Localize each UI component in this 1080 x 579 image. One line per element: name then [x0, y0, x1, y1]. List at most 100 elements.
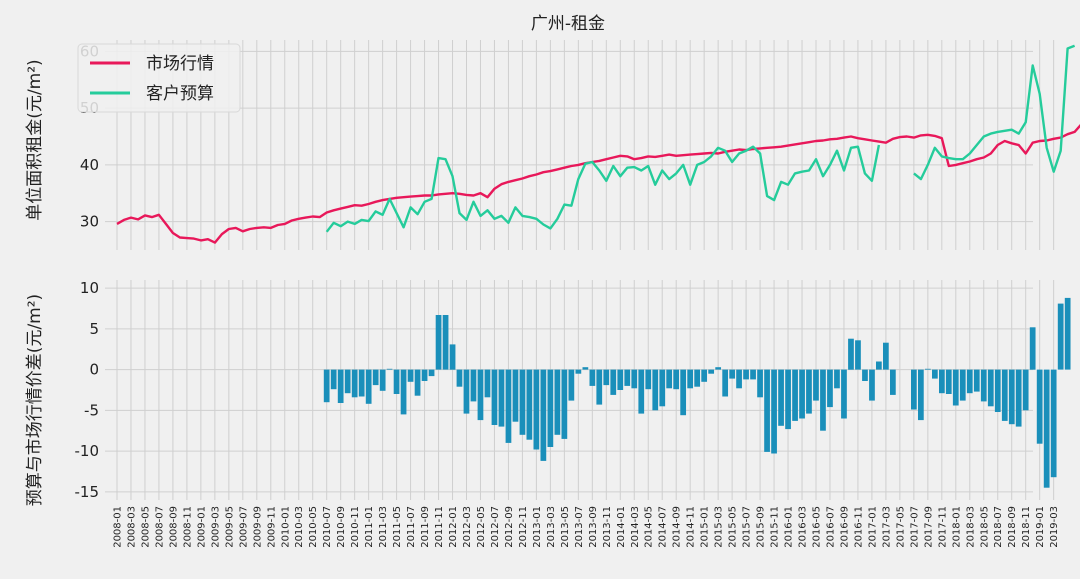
diff-bar — [932, 369, 938, 379]
diff-bar — [945, 369, 952, 394]
x-tick-label: 2010-09 — [336, 506, 347, 548]
x-tick-label: 2015-07 — [742, 506, 753, 548]
diff-bar — [869, 369, 875, 401]
diff-bar — [680, 369, 687, 416]
x-tick-label: 2012-11 — [518, 506, 529, 548]
bottom-bars — [323, 297, 1071, 488]
diff-bar — [561, 369, 568, 439]
diff-bar — [694, 369, 701, 387]
diff-bar — [883, 342, 889, 370]
x-tick-label: 2018-07 — [993, 506, 1004, 548]
legend-label-market: 市场行情 — [146, 54, 214, 74]
x-tick-label: 2017-07 — [909, 506, 920, 548]
diff-bar — [330, 369, 337, 390]
diff-bar — [617, 369, 624, 390]
x-tick-label: 2014-03 — [630, 506, 641, 548]
diff-bar — [393, 369, 400, 394]
x-tick-label: 2008-11 — [182, 506, 193, 548]
x-tick-label: 2017-11 — [937, 506, 948, 548]
x-tick-label: 2018-05 — [979, 506, 990, 548]
diff-bar — [925, 368, 931, 370]
top-y-tick-label: 30 — [80, 213, 99, 231]
x-tick-label: 2008-09 — [168, 506, 179, 548]
top-y-tick-label: 40 — [80, 156, 99, 174]
market-rent-line — [116, 123, 1080, 244]
x-tick-label: 2010-05 — [308, 506, 319, 548]
diff-bar — [386, 368, 393, 370]
diff-bar — [973, 369, 980, 392]
diff-bar — [358, 369, 365, 397]
top-line-chart: 30405060 广州-租金 单位面积租金(元/m²) 市场行情 客户预算 — [25, 14, 1080, 250]
x-tick-label: 2010-07 — [322, 506, 333, 548]
diff-bar — [799, 369, 805, 419]
diff-bar — [652, 369, 659, 411]
diff-bar — [456, 369, 463, 387]
bottom-y-tick-label: 0 — [89, 361, 99, 379]
x-tick-label: 2009-03 — [210, 506, 221, 548]
diff-bar — [470, 369, 477, 402]
diff-bar — [372, 369, 379, 386]
x-tick-label: 2016-01 — [784, 506, 795, 548]
x-tick-label: 2009-01 — [196, 506, 207, 548]
diff-bar — [987, 369, 994, 407]
bottom-y-tick-label: -15 — [75, 483, 100, 501]
diff-bar — [610, 369, 617, 395]
x-tick-label: 2011-09 — [420, 506, 431, 548]
diff-bar — [911, 369, 917, 410]
legend: 市场行情 客户预算 — [77, 43, 241, 113]
diff-bar — [959, 369, 966, 401]
x-tick-label: 2011-11 — [434, 506, 445, 548]
bottom-y-tick-label: -5 — [84, 401, 99, 419]
x-tick-label: 2018-11 — [1021, 506, 1032, 548]
x-tick-label: 2016-09 — [839, 506, 850, 548]
x-tick-label: 2016-07 — [825, 506, 836, 548]
diff-bar — [596, 369, 603, 405]
diff-bar — [1008, 369, 1015, 425]
diff-bar — [778, 369, 784, 426]
x-tick-label: 2008-07 — [154, 506, 165, 548]
diff-bar — [365, 369, 372, 404]
x-tick-label: 2013-01 — [532, 506, 543, 548]
x-tick-labels: 2008-01 2008-03 2008-05 2008-07 2008-09 2008-… — [113, 506, 1061, 548]
diff-bar — [568, 369, 575, 401]
bottom-y-tick-label: 5 — [89, 320, 99, 338]
diff-bar — [547, 369, 554, 447]
x-tick-label: 2019-01 — [1035, 506, 1046, 548]
diff-bar — [645, 369, 652, 390]
x-tick-label: 2009-07 — [238, 506, 249, 548]
x-tick-label: 2012-03 — [462, 506, 473, 548]
x-tick-label: 2013-07 — [574, 506, 585, 548]
diff-bar — [757, 369, 763, 398]
diff-bar — [526, 369, 533, 440]
x-tick-label: 2009-11 — [266, 506, 277, 548]
legend-box — [77, 43, 241, 113]
x-tick-label: 2016-11 — [853, 506, 864, 548]
diff-bar — [449, 344, 456, 370]
x-tick-label: 2008-05 — [140, 506, 151, 548]
diff-bar — [729, 369, 736, 379]
diff-bar — [834, 369, 840, 389]
diff-bar — [666, 369, 673, 389]
diff-bar — [848, 338, 854, 370]
diff-bar — [966, 369, 973, 394]
diff-bar — [351, 369, 358, 398]
diff-bar — [1050, 369, 1057, 478]
diff-bar — [624, 369, 631, 386]
diff-bar — [715, 367, 722, 370]
diff-bar — [701, 369, 708, 382]
x-tick-label: 2015-11 — [770, 506, 781, 548]
x-tick-label: 2017-05 — [895, 506, 906, 548]
diff-bar — [918, 369, 924, 421]
diff-bar — [855, 340, 861, 370]
diff-bar — [890, 369, 896, 395]
diff-bar — [533, 369, 540, 450]
x-tick-label: 2011-05 — [392, 506, 403, 548]
diff-bar — [743, 369, 749, 380]
diff-bar — [428, 369, 435, 377]
diff-bar — [1001, 369, 1008, 421]
chart-title: 广州-租金 — [531, 14, 605, 34]
x-tick-label: 2009-05 — [224, 506, 235, 548]
diff-bar — [792, 369, 798, 421]
diff-bar — [323, 369, 330, 403]
